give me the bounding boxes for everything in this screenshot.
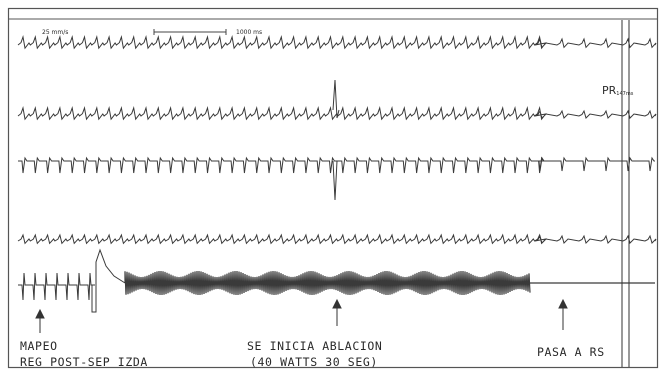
ecg-lead-2 [17, 106, 657, 121]
time-scale-label: 1000 ms [236, 29, 263, 36]
mapping-label-1: MAPEO [20, 339, 58, 353]
pr-value: 147ms [616, 91, 634, 97]
ecg-lead-3 [18, 156, 655, 174]
ecg-lead-1 [17, 35, 657, 50]
pr-label: PR [602, 84, 617, 97]
arrow-mapeo-head [35, 308, 45, 319]
ablation-label-1: SE INICIA ABLACION [247, 339, 383, 353]
arrow-rs-head [558, 298, 568, 309]
ecg-lead-2-artifact [332, 79, 340, 119]
ecg-traces [17, 35, 657, 313]
event-markers [35, 20, 630, 367]
sinus-rhythm-label: PASA A RS [537, 345, 605, 359]
paper-speed-label: 25 mm/s [42, 29, 69, 36]
frame [7, 7, 659, 369]
arrow-ablacion-head [332, 298, 342, 309]
mapping-label-2: REG POST-SEP IZDA [20, 355, 148, 369]
ablation-artifact-band [124, 270, 531, 296]
ecg-lead-4 [17, 233, 657, 245]
ecg-lead-3-artifact [332, 160, 338, 201]
pr-interval-label: PR147ms [602, 84, 633, 97]
ablation-label-2: (40 WATTS 30 SEG) [250, 355, 378, 369]
mapping-channel [18, 248, 126, 313]
time-scale-bar [153, 29, 227, 35]
